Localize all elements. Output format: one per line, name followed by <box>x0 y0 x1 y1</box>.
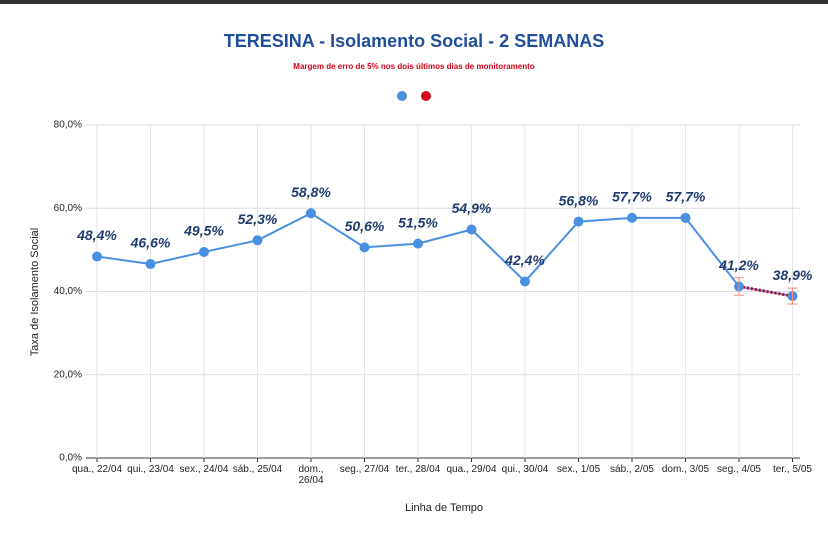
data-point <box>92 251 102 262</box>
data-label: 49,5% <box>183 223 224 239</box>
data-label: 57,7% <box>666 189 706 205</box>
data-point <box>627 212 637 223</box>
chart-subtitle: Margem de erro de 5% nos dois últimos di… <box>293 62 534 71</box>
data-point <box>145 259 156 270</box>
data-label: 58,8% <box>291 184 331 200</box>
error-bar <box>787 287 798 305</box>
x-tick-label: sáb., 2/05 <box>610 464 654 475</box>
data-point <box>520 276 530 287</box>
x-tick-label: ter., 5/05 <box>773 464 812 475</box>
x-tick-label: ter., 28/04 <box>395 464 441 475</box>
top-bar <box>0 0 828 4</box>
data-point <box>306 208 316 219</box>
x-tick-label: qui., 23/04 <box>127 464 174 475</box>
data-label: 54,9% <box>452 200 492 216</box>
y-tick-label: 40,0% <box>54 286 82 297</box>
data-point <box>413 238 423 249</box>
data-label: 51,5% <box>398 214 438 230</box>
data-label: 50,6% <box>345 218 385 234</box>
chart-title: TERESINA - Isolamento Social - 2 SEMANAS <box>224 31 604 51</box>
y-tick-label: 80,0% <box>54 120 82 131</box>
x-tick-label: seg., 4/05 <box>717 464 761 475</box>
series-line <box>96 212 793 298</box>
data-point <box>680 212 691 223</box>
x-tick-label: qua., 29/04 <box>446 464 497 475</box>
y-tick-label: 60,0% <box>54 203 82 214</box>
data-point <box>573 216 584 227</box>
y-tick-label: 20,0% <box>54 369 82 380</box>
error-bar <box>734 277 744 296</box>
legend-marker <box>421 91 431 101</box>
data-label: 38,9% <box>773 267 813 283</box>
x-tick-label: sáb., 25/04 <box>232 464 283 475</box>
series-line <box>738 285 793 298</box>
legend-marker <box>397 91 407 101</box>
x-tick-label: sex., 24/04 <box>179 464 229 475</box>
data-point <box>252 235 263 246</box>
data-point <box>466 224 477 235</box>
x-tick-label: sex., 1/05 <box>556 464 601 475</box>
data-label: 57,7% <box>612 189 652 205</box>
y-tick-label: 0,0% <box>59 453 82 464</box>
x-tick-label: qua., 22/04 <box>71 464 123 475</box>
x-tick-label: qui., 30/04 <box>501 464 549 475</box>
data-point <box>359 242 370 253</box>
data-label: 56,8% <box>559 192 599 208</box>
data-point <box>199 246 209 257</box>
x-tick-label: dom., 3/05 <box>661 464 710 475</box>
data-label: 46,6% <box>130 235 171 251</box>
data-label: 52,3% <box>238 211 278 227</box>
data-label: 42,4% <box>504 252 545 268</box>
x-axis-title: Linha de Tempo <box>405 502 483 514</box>
x-tick-label: dom., 26/04 <box>298 464 324 486</box>
data-label: 41,2% <box>718 257 759 273</box>
y-axis-title: Taxa de Isolamento Social <box>29 228 41 356</box>
data-label: 48,4% <box>76 227 117 243</box>
x-tick-label: seg., 27/04 <box>339 464 390 475</box>
